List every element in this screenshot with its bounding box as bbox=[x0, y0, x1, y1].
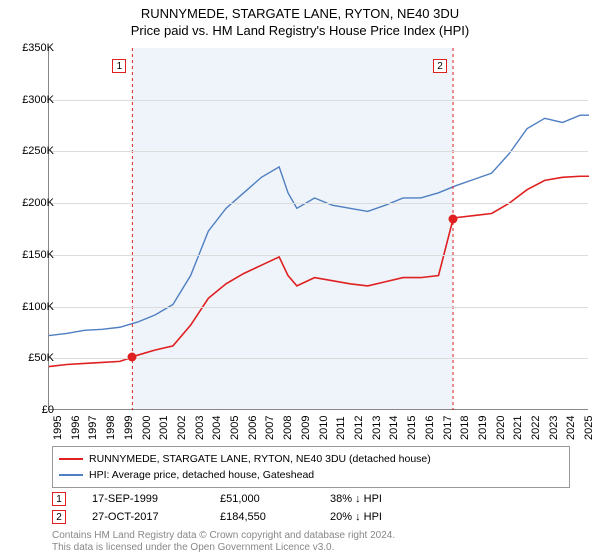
x-axis-label: 2018 bbox=[459, 416, 471, 440]
legend-row-price: RUNNYMEDE, STARGATE LANE, RYTON, NE40 3D… bbox=[59, 451, 563, 467]
sale-marker-box: 1 bbox=[112, 59, 126, 73]
x-axis-label: 2003 bbox=[194, 416, 206, 440]
sale-dot bbox=[128, 353, 137, 362]
title-address: RUNNYMEDE, STARGATE LANE, RYTON, NE40 3D… bbox=[0, 6, 600, 21]
sales-row-price: £184,550 bbox=[220, 511, 330, 523]
sales-row-pct: 38% ↓ HPI bbox=[330, 493, 382, 505]
x-axis-label: 2025 bbox=[583, 416, 595, 440]
x-axis-label: 2001 bbox=[158, 416, 170, 440]
legend: RUNNYMEDE, STARGATE LANE, RYTON, NE40 3D… bbox=[52, 446, 570, 488]
y-axis-label: £100K bbox=[22, 301, 54, 313]
legend-label-price: RUNNYMEDE, STARGATE LANE, RYTON, NE40 3D… bbox=[89, 453, 431, 465]
x-axis-label: 2009 bbox=[300, 416, 312, 440]
x-axis-label: 1998 bbox=[105, 416, 117, 440]
sales-row: 2 27-OCT-2017£184,55020% ↓ HPI bbox=[52, 508, 382, 526]
sales-row-date: 27-OCT-2017 bbox=[92, 511, 220, 523]
gridline-y bbox=[49, 307, 588, 308]
x-axis-label: 2021 bbox=[512, 416, 524, 440]
x-axis-label: 2017 bbox=[442, 416, 454, 440]
gridline-y bbox=[49, 255, 588, 256]
footer-line1: Contains HM Land Registry data © Crown c… bbox=[52, 530, 395, 542]
sales-row: 1 17-SEP-1999£51,00038% ↓ HPI bbox=[52, 490, 382, 508]
sales-table: 1 17-SEP-1999£51,00038% ↓ HPI 2 27-OCT-2017… bbox=[52, 490, 382, 526]
x-axis-label: 2023 bbox=[548, 416, 560, 440]
title-subtitle: Price paid vs. HM Land Registry's House … bbox=[0, 23, 600, 38]
x-axis-label: 1996 bbox=[70, 416, 82, 440]
x-axis-label: 2016 bbox=[424, 416, 436, 440]
y-axis-label: £300K bbox=[22, 94, 54, 106]
y-axis-label: £250K bbox=[22, 145, 54, 157]
sales-row-date: 17-SEP-1999 bbox=[92, 493, 220, 505]
x-axis-label: 2006 bbox=[247, 416, 259, 440]
series-hpi bbox=[49, 115, 589, 335]
x-axis-label: 1999 bbox=[123, 416, 135, 440]
y-axis-label: £200K bbox=[22, 197, 54, 209]
footer-line2: This data is licensed under the Open Gov… bbox=[52, 542, 395, 554]
series-price_paid bbox=[49, 176, 589, 366]
y-axis-label: £50K bbox=[28, 352, 54, 364]
sale-marker-box: 2 bbox=[433, 59, 447, 73]
x-axis-label: 2012 bbox=[353, 416, 365, 440]
x-axis-label: 2024 bbox=[565, 416, 577, 440]
x-axis-label: 2004 bbox=[211, 416, 223, 440]
x-axis-label: 1995 bbox=[52, 416, 64, 440]
legend-label-hpi: HPI: Average price, detached house, Gate… bbox=[89, 469, 314, 481]
x-axis-label: 2000 bbox=[141, 416, 153, 440]
x-axis-label: 2013 bbox=[371, 416, 383, 440]
footer: Contains HM Land Registry data © Crown c… bbox=[52, 530, 395, 554]
title-block: RUNNYMEDE, STARGATE LANE, RYTON, NE40 3D… bbox=[0, 0, 600, 38]
x-axis-label: 2005 bbox=[229, 416, 241, 440]
legend-swatch-price bbox=[59, 458, 83, 460]
sales-row-pct: 20% ↓ HPI bbox=[330, 511, 382, 523]
y-axis-label: £150K bbox=[22, 249, 54, 261]
x-axis-label: 2022 bbox=[530, 416, 542, 440]
gridline-y bbox=[49, 203, 588, 204]
sales-row-num: 1 bbox=[52, 492, 66, 506]
x-axis-label: 2008 bbox=[282, 416, 294, 440]
y-axis-label: £350K bbox=[22, 42, 54, 54]
x-axis-label: 2014 bbox=[388, 416, 400, 440]
x-axis-label: 2015 bbox=[406, 416, 418, 440]
y-axis-label: £0 bbox=[42, 404, 54, 416]
sales-row-price: £51,000 bbox=[220, 493, 330, 505]
chart-figure: RUNNYMEDE, STARGATE LANE, RYTON, NE40 3D… bbox=[0, 0, 600, 560]
x-axis-label: 2010 bbox=[318, 416, 330, 440]
legend-row-hpi: HPI: Average price, detached house, Gate… bbox=[59, 467, 563, 483]
x-axis-label: 2020 bbox=[495, 416, 507, 440]
x-axis-label: 2011 bbox=[335, 416, 347, 440]
legend-swatch-hpi bbox=[59, 474, 83, 476]
gridline-y bbox=[49, 100, 588, 101]
x-axis-label: 2019 bbox=[477, 416, 489, 440]
plot-area: 12 bbox=[48, 48, 588, 410]
x-axis-label: 1997 bbox=[87, 416, 99, 440]
sale-dot bbox=[449, 215, 458, 224]
gridline-y bbox=[49, 151, 588, 152]
x-axis-label: 2002 bbox=[176, 416, 188, 440]
x-axis-label: 2007 bbox=[264, 416, 276, 440]
sales-row-num: 2 bbox=[52, 510, 66, 524]
